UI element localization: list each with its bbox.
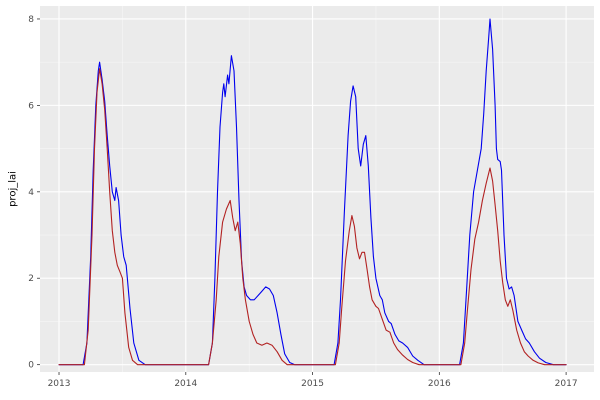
blue-line bbox=[58, 18, 567, 366]
y-tick-label: 0 bbox=[28, 361, 34, 371]
x-tick-label: 2017 bbox=[555, 379, 578, 389]
plot-panel bbox=[40, 6, 594, 372]
x-tick-label: 2013 bbox=[48, 379, 71, 389]
y-axis-title: proj_lai bbox=[7, 171, 19, 207]
red-line bbox=[58, 68, 567, 366]
y-tick-label: 8 bbox=[28, 15, 34, 25]
y-tick-label: 6 bbox=[28, 101, 34, 111]
x-tick-label: 2015 bbox=[301, 379, 324, 389]
x-tick-label: 2016 bbox=[428, 379, 451, 389]
y-tick-label: 2 bbox=[28, 274, 34, 284]
y-tick-label: 4 bbox=[28, 188, 34, 198]
x-tick-label: 2014 bbox=[174, 379, 197, 389]
